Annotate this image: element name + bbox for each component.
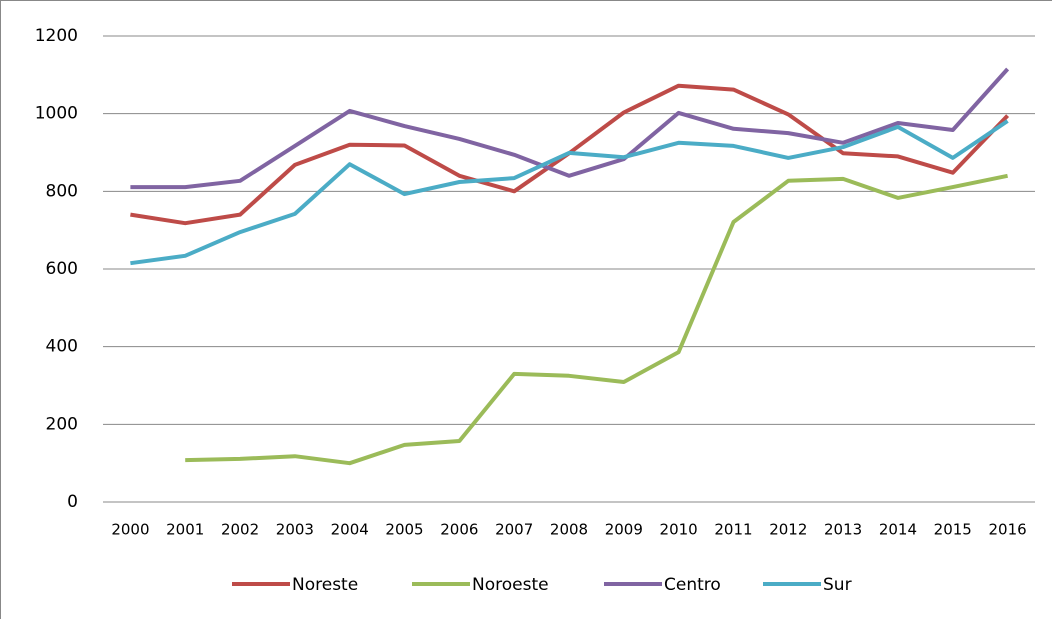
x-tick-label: 2016	[988, 521, 1026, 539]
x-tick-label: 2011	[714, 521, 752, 539]
legend-label: Noroeste	[472, 575, 549, 595]
x-tick-label: 2001	[166, 521, 204, 539]
legend-label: Centro	[664, 575, 721, 595]
x-tick-label: 2013	[824, 521, 862, 539]
x-tick-label: 2003	[276, 521, 314, 539]
x-tick-label: 2002	[221, 521, 259, 539]
x-tick-label: 2006	[440, 521, 478, 539]
y-tick-label: 400	[46, 337, 78, 357]
x-tick-label: 2000	[111, 521, 149, 539]
series-line	[130, 67, 1010, 190]
series-line	[130, 119, 1009, 266]
x-tick-label: 2012	[769, 521, 807, 539]
y-tick-label: 600	[46, 259, 78, 279]
y-tick-label: 1200	[35, 26, 78, 46]
legend-label: Sur	[823, 575, 852, 595]
x-tick-label: 2005	[385, 521, 423, 539]
y-tick-label: 200	[46, 414, 78, 434]
x-tick-label: 2015	[934, 521, 972, 539]
y-tick-label: 1000	[35, 104, 78, 124]
legend-label: Noreste	[292, 575, 358, 595]
y-tick-label: 0	[67, 492, 78, 512]
x-tick-label: 2004	[331, 521, 369, 539]
series-line	[185, 173, 1009, 466]
x-tick-label: 2007	[495, 521, 533, 539]
x-tick-label: 2008	[550, 521, 588, 539]
x-tick-label: 2010	[660, 521, 698, 539]
y-tick-label: 800	[46, 181, 78, 201]
x-tick-label: 2009	[605, 521, 643, 539]
x-tick-label: 2014	[879, 521, 917, 539]
